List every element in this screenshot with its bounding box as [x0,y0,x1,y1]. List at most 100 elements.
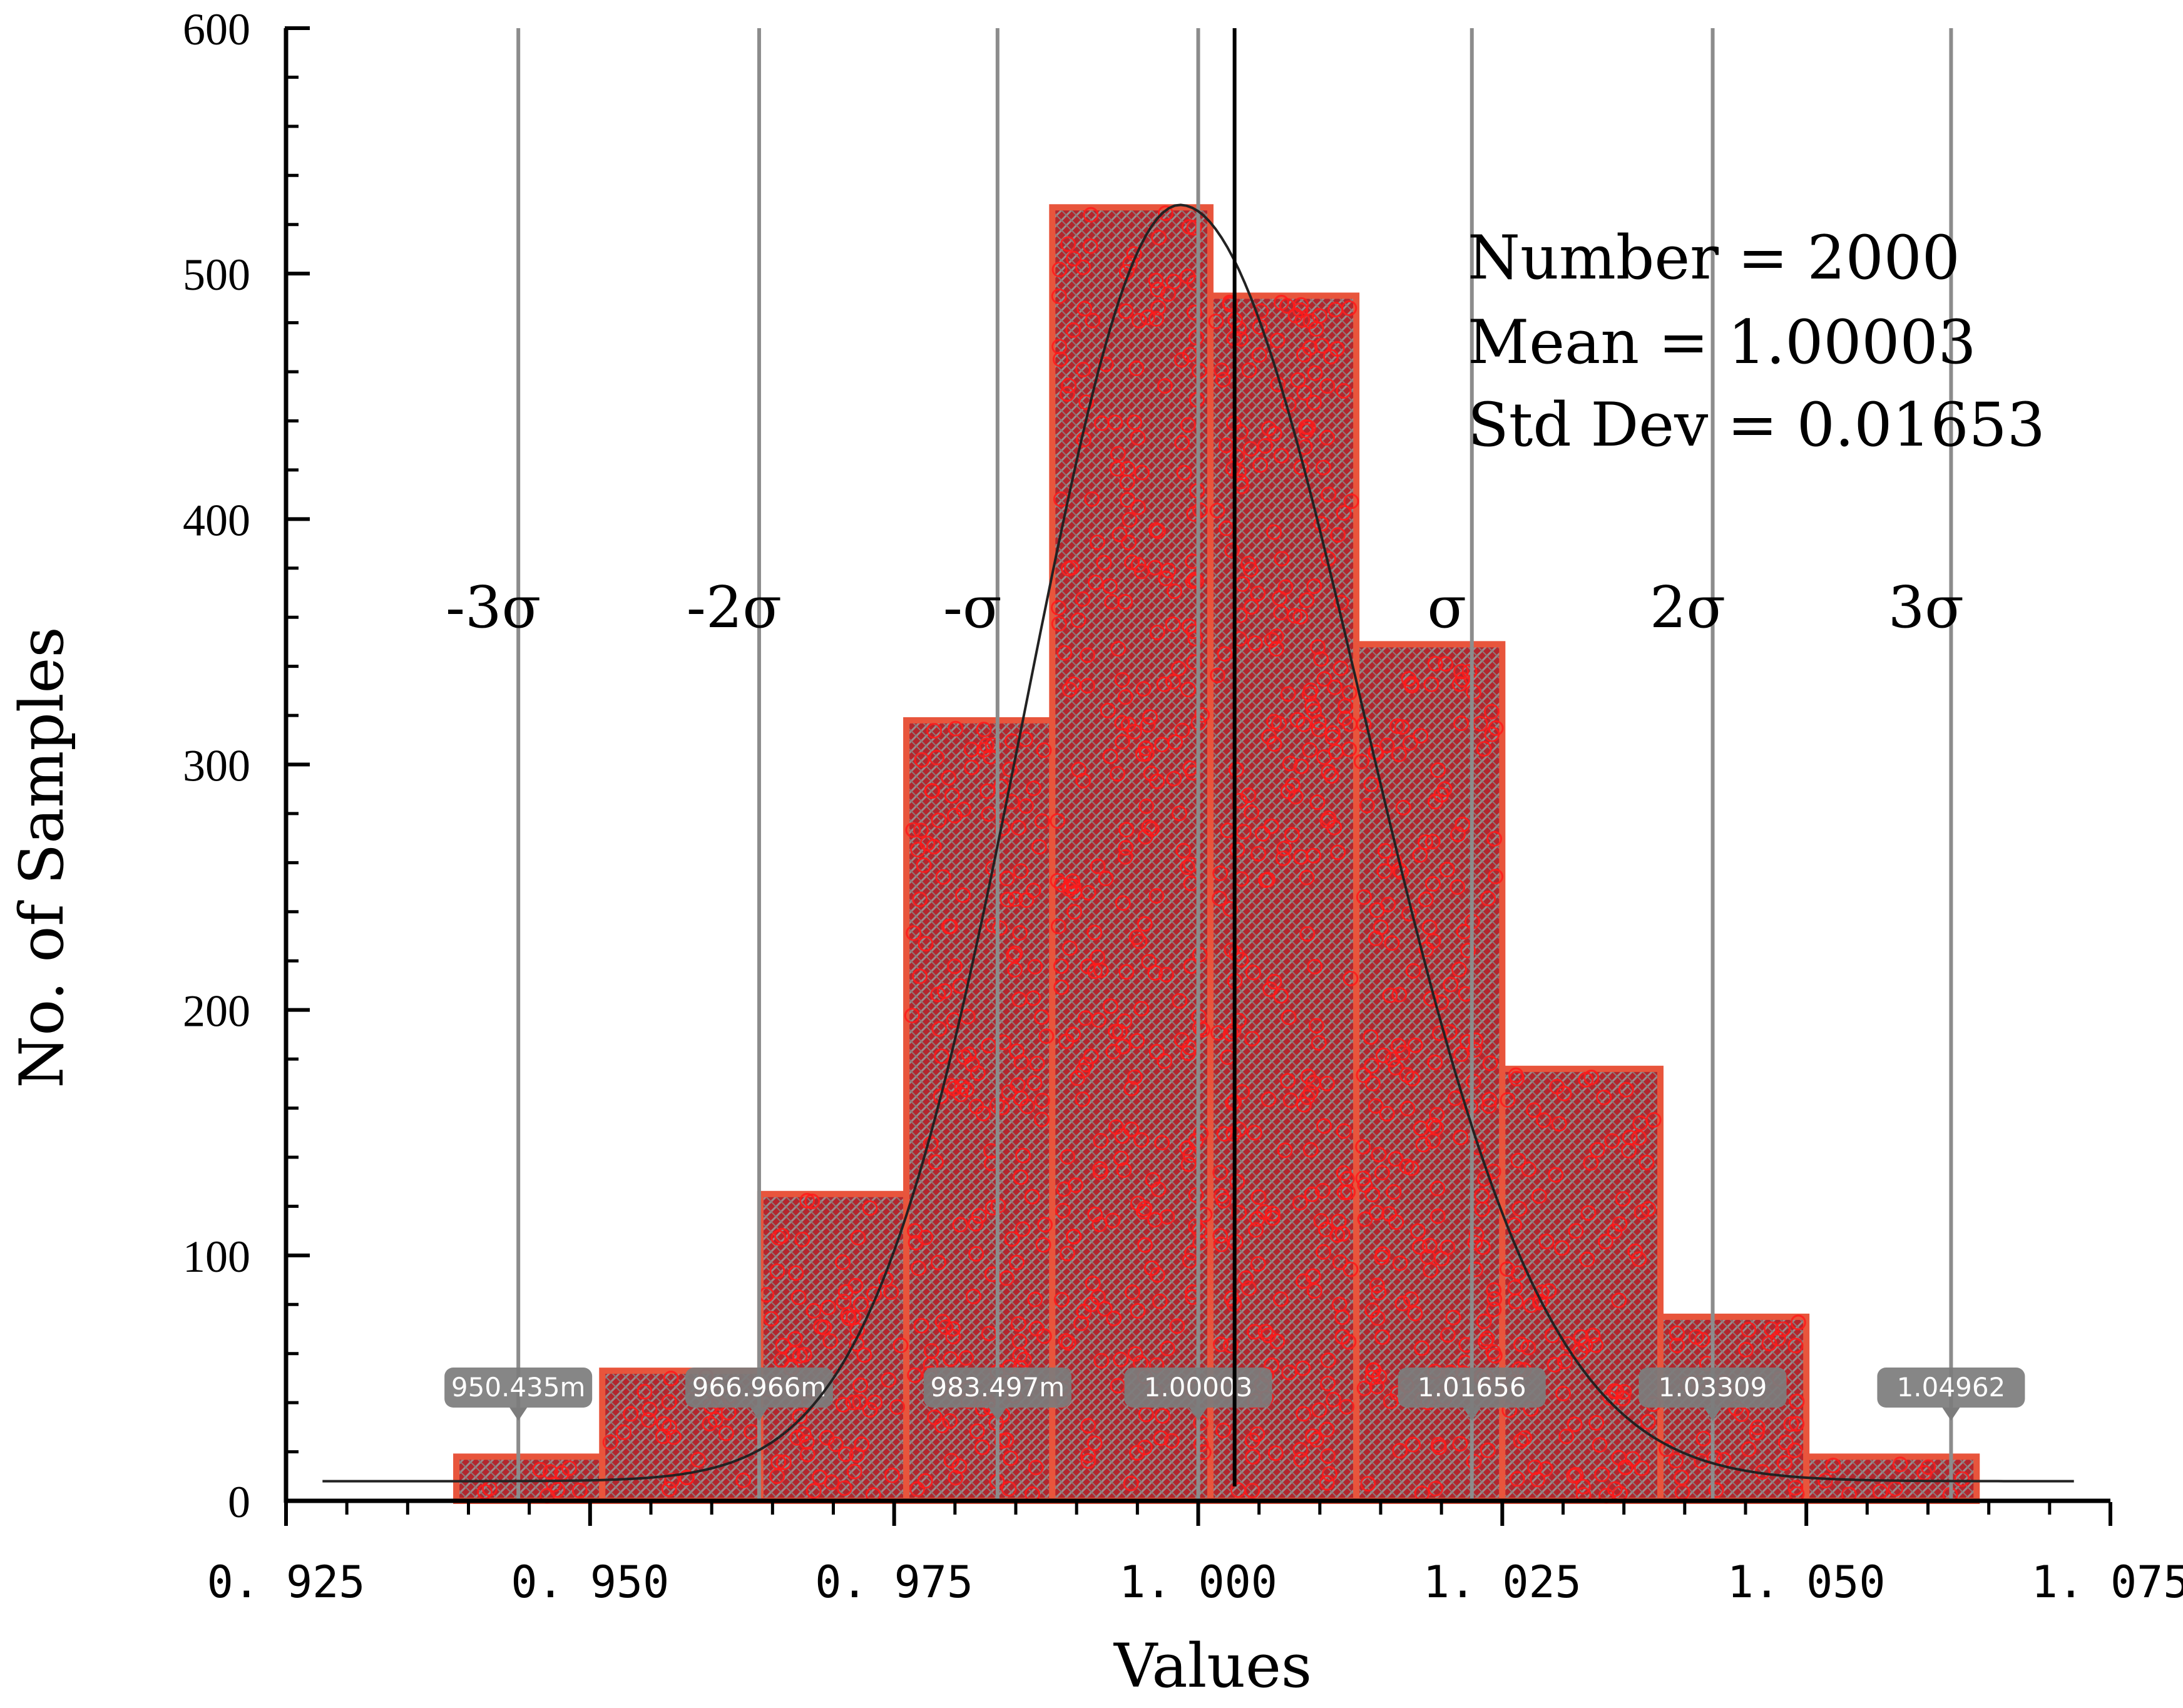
sample-point [1266,974,1282,990]
sample-point [532,1461,548,1478]
sample-point [835,1396,851,1413]
sample-point [1141,819,1157,836]
sample-point [1193,1125,1209,1142]
sample-point [1212,1164,1229,1180]
sample-point [1127,414,1143,431]
sample-point [1770,1331,1786,1347]
sample-point [774,1352,790,1368]
sample-point [1386,1184,1402,1200]
sample-point [1324,729,1341,745]
sample-point [930,1254,946,1271]
sample-point [1083,207,1099,223]
sample-point [1015,1221,1031,1237]
sigma-marker-pointer [988,1408,1006,1421]
sample-point [616,1424,632,1440]
sample-point [1321,486,1337,503]
sample-point [999,871,1015,887]
sample-point [1001,1084,1017,1100]
sample-point [1369,1277,1385,1294]
sample-point [690,1451,706,1468]
sample-point [1096,555,1112,571]
sample-point [636,1384,653,1400]
sample-point [1583,1070,1600,1085]
sample-point [1427,794,1443,810]
sample-point [1359,797,1375,814]
sample-point [984,737,1001,754]
sample-point [1157,378,1173,394]
sample-point [1427,1054,1443,1070]
sample-point [1337,698,1354,714]
sample-point [1229,842,1245,858]
sample-point [1421,919,1438,936]
sample-point [1131,312,1147,329]
sample-point [1282,755,1298,772]
sample-point [1179,859,1195,876]
sample-point [812,1469,828,1485]
sample-point [1015,1147,1031,1163]
sample-point [1425,1133,1441,1149]
sample-point [1112,1024,1128,1040]
sample-point [1287,608,1302,624]
sample-point [1242,561,1259,578]
sample-point [1319,1475,1335,1491]
sample-point [1476,741,1492,757]
sample-point [1258,872,1274,888]
sample-point [1016,1351,1032,1368]
sample-point [1368,745,1384,761]
sample-point [892,1337,909,1353]
sample-point [1058,1033,1075,1050]
sample-point [881,1372,897,1388]
sample-point [663,1371,679,1386]
sample-point [964,1056,980,1072]
sample-point [1293,1451,1309,1468]
sample-point [1306,394,1322,411]
sample-point [1114,734,1130,750]
sample-point [1108,1023,1123,1040]
sample-point [1013,863,1029,879]
sample-point [1222,901,1239,917]
sample-point [1321,1466,1337,1482]
sample-point [1394,719,1410,735]
sample-point [1064,560,1080,576]
sample-point [1214,362,1229,379]
sample-point [770,1454,787,1470]
sample-point [1580,1205,1597,1221]
sample-point [1618,1082,1634,1098]
sample-point [1598,1234,1613,1250]
sample-point [1208,314,1224,329]
sample-point [931,812,947,829]
sample-point [1568,1223,1584,1239]
x-axis-title: Values [1113,1631,1312,1701]
sample-point [1368,930,1384,946]
sample-point [571,1483,588,1498]
sample-point [1330,844,1346,861]
sample-point [1403,676,1419,692]
sigma-marker-pointer [1704,1408,1722,1421]
sample-point [1179,1140,1195,1156]
sigma-marker-4: 1.01656 [1398,1368,1546,1421]
sample-point [912,891,928,908]
sample-point [1428,1481,1444,1496]
sample-point [1280,686,1296,702]
sample-point [1166,770,1182,787]
sample-point [1633,1460,1650,1476]
sample-point [1026,780,1041,797]
sample-point [1244,599,1259,615]
sample-point [1568,1466,1584,1483]
sample-point [1329,341,1345,357]
sample-point [1129,1033,1145,1049]
sample-point [1336,383,1352,399]
sample-point [1073,1315,1089,1331]
sample-point [1018,798,1034,814]
sample-point [968,1215,984,1232]
sample-point [1051,600,1066,616]
sample-point [1114,672,1130,688]
sample-point [1252,457,1269,473]
sample-point [999,891,1016,908]
sample-point [1051,616,1067,632]
sample-point [1070,1070,1085,1087]
sample-point [1362,1029,1379,1045]
sample-point [1110,446,1126,462]
sample-point [1053,979,1070,995]
